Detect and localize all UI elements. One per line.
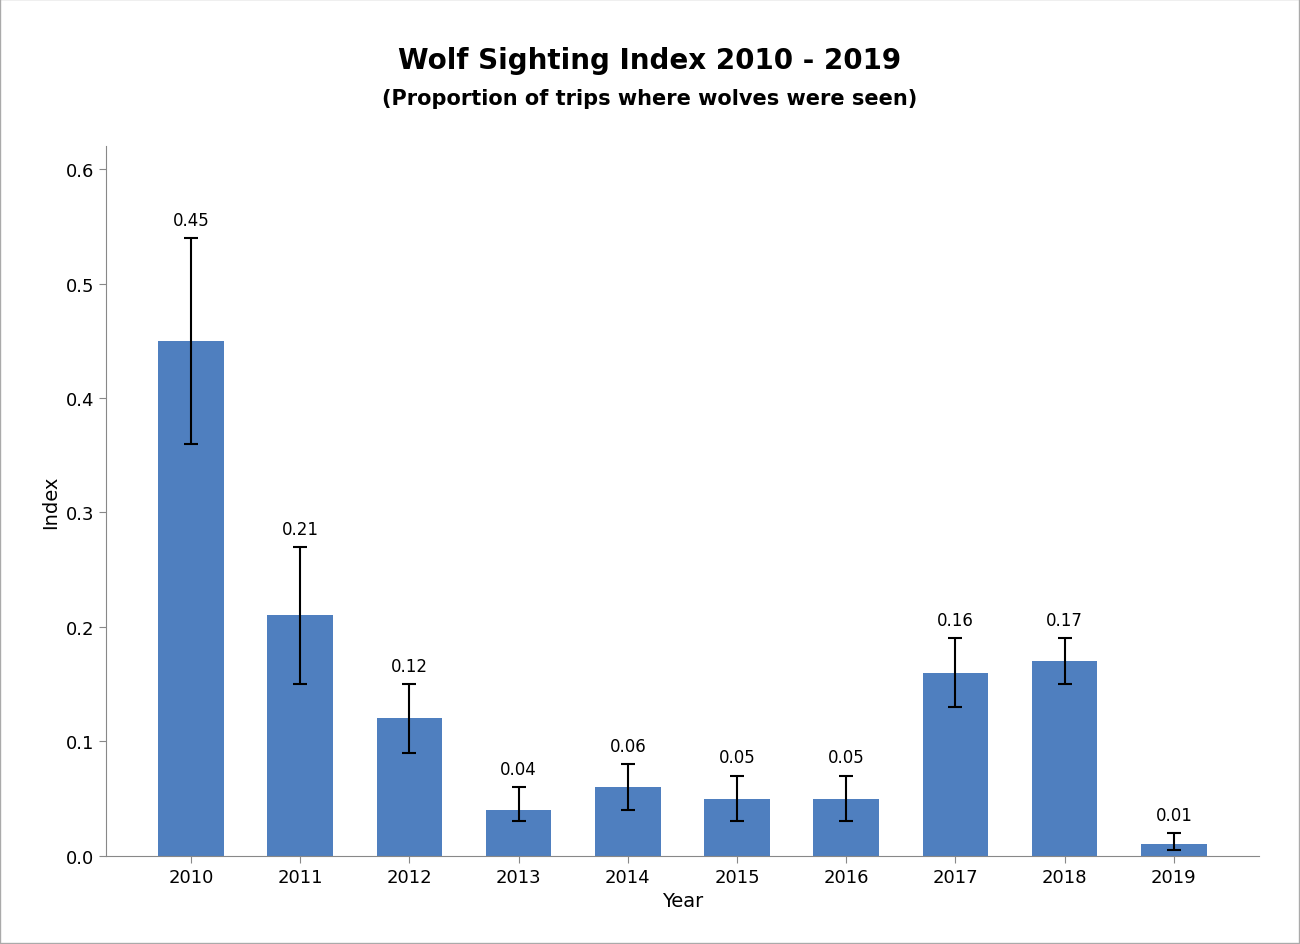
X-axis label: Year: Year [662,891,703,910]
Text: 0.12: 0.12 [391,657,428,675]
Text: 0.05: 0.05 [828,749,864,767]
Y-axis label: Index: Index [42,475,60,528]
Bar [595,787,660,856]
Bar [705,799,770,856]
Text: (Proportion of trips where wolves were seen): (Proportion of trips where wolves were s… [382,89,918,110]
Text: 0.04: 0.04 [500,760,537,778]
Bar [1032,662,1097,856]
Bar [923,673,988,856]
Text: 0.06: 0.06 [610,737,646,755]
Bar [486,810,551,856]
Text: 0.01: 0.01 [1156,806,1192,824]
Bar [159,342,224,856]
Text: 0.17: 0.17 [1046,612,1083,630]
Bar [377,718,442,856]
Bar [268,615,333,856]
Text: Wolf Sighting Index 2010 - 2019: Wolf Sighting Index 2010 - 2019 [398,47,902,76]
Bar [814,799,879,856]
Text: 0.45: 0.45 [173,211,209,229]
Text: 0.21: 0.21 [282,520,318,538]
Text: 0.16: 0.16 [937,612,974,630]
Text: 0.05: 0.05 [719,749,755,767]
Bar [1141,844,1206,856]
